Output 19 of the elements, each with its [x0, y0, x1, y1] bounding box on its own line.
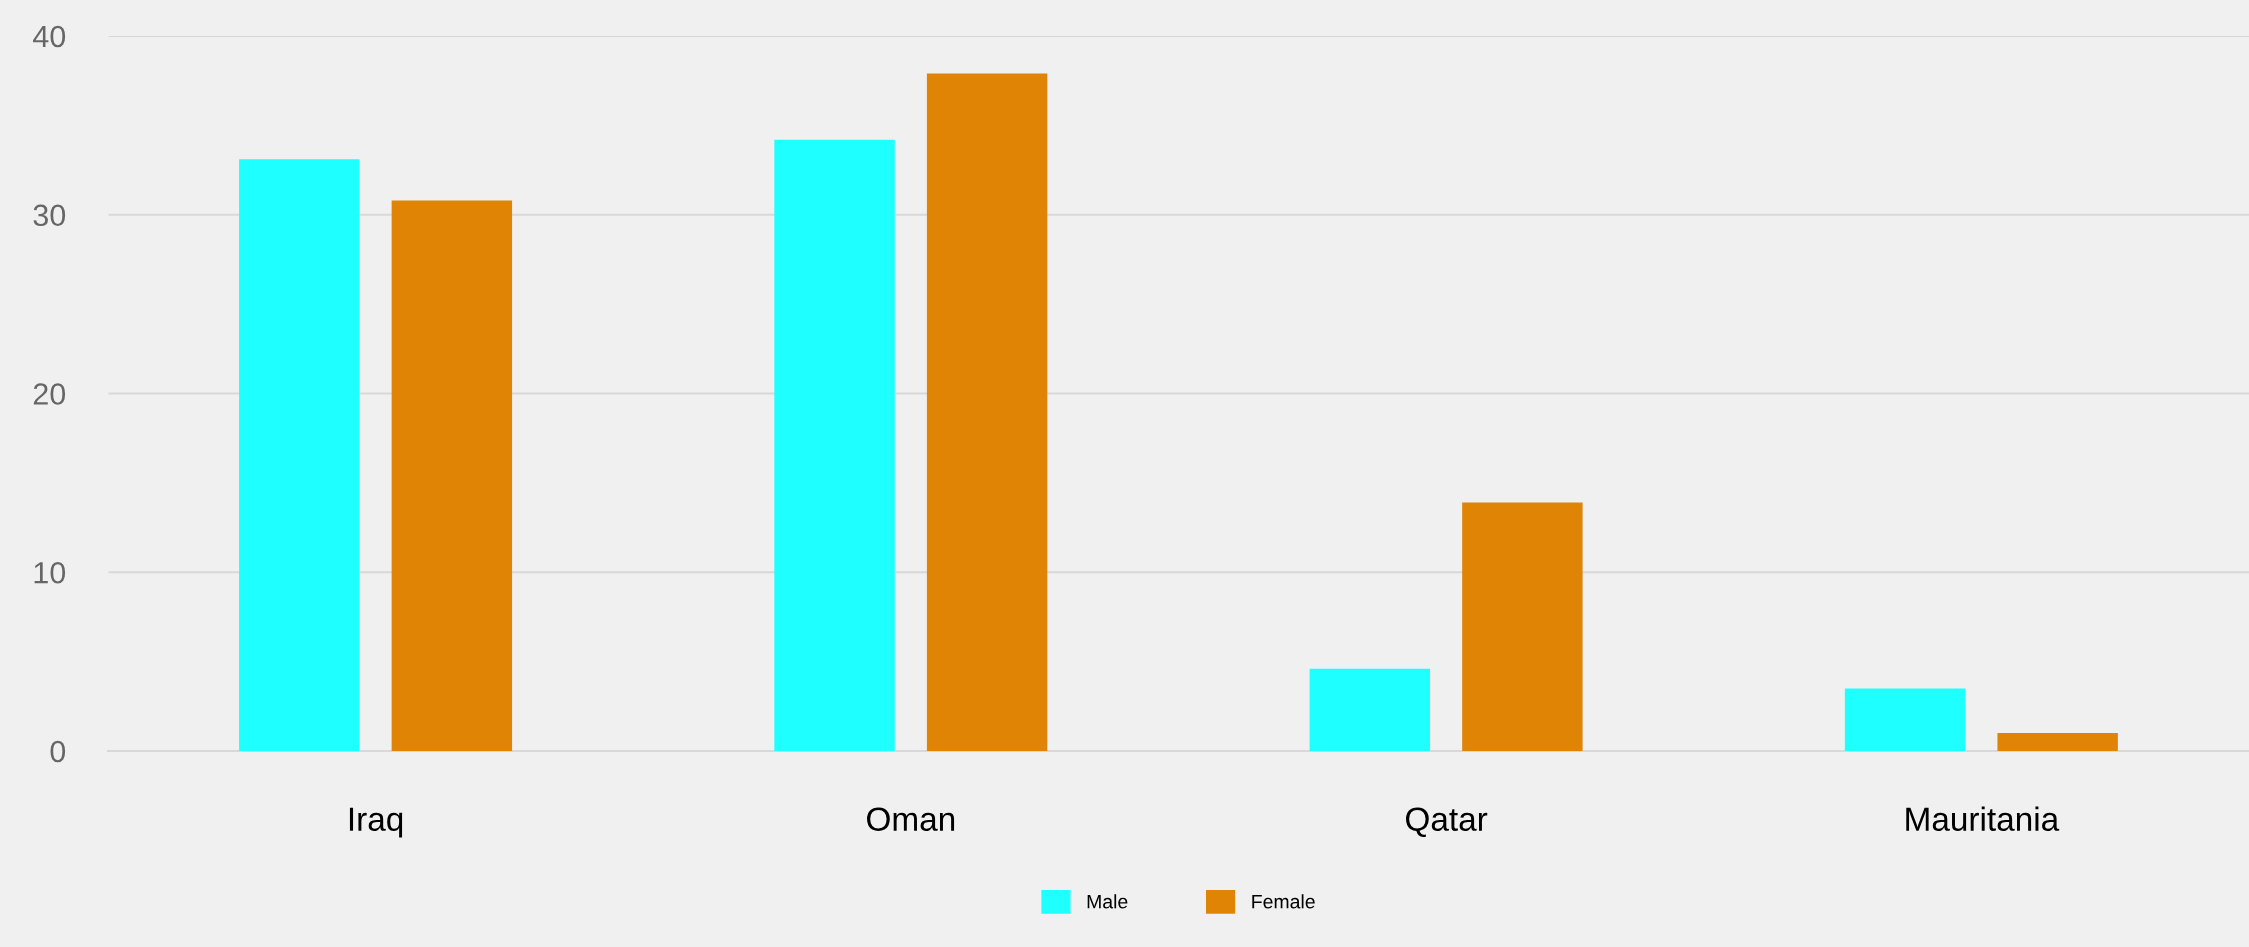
- bar: [774, 139, 895, 751]
- y-tick-label: 40: [33, 25, 66, 48]
- bar: [1997, 733, 2118, 751]
- bar: [1309, 668, 1431, 751]
- bar: [391, 200, 513, 751]
- bar: [926, 73, 1048, 751]
- x-tick-label: Qatar: [1406, 807, 1488, 837]
- x-tick-label: Iraq: [349, 807, 403, 838]
- y-tick-label: 30: [33, 204, 66, 227]
- legend-label: Female: [1252, 894, 1315, 909]
- y-tick-label: 0: [50, 740, 66, 763]
- legend-label: Male: [1087, 894, 1128, 909]
- x-tick-label: Oman: [867, 807, 955, 832]
- x-tick-label: Mauritania: [1906, 806, 2060, 832]
- bar: [1844, 688, 1966, 751]
- y-tick-label: 10: [34, 561, 66, 584]
- bar: [1462, 502, 1583, 751]
- y-tick-label: 20: [33, 383, 66, 405]
- bar: [239, 159, 360, 751]
